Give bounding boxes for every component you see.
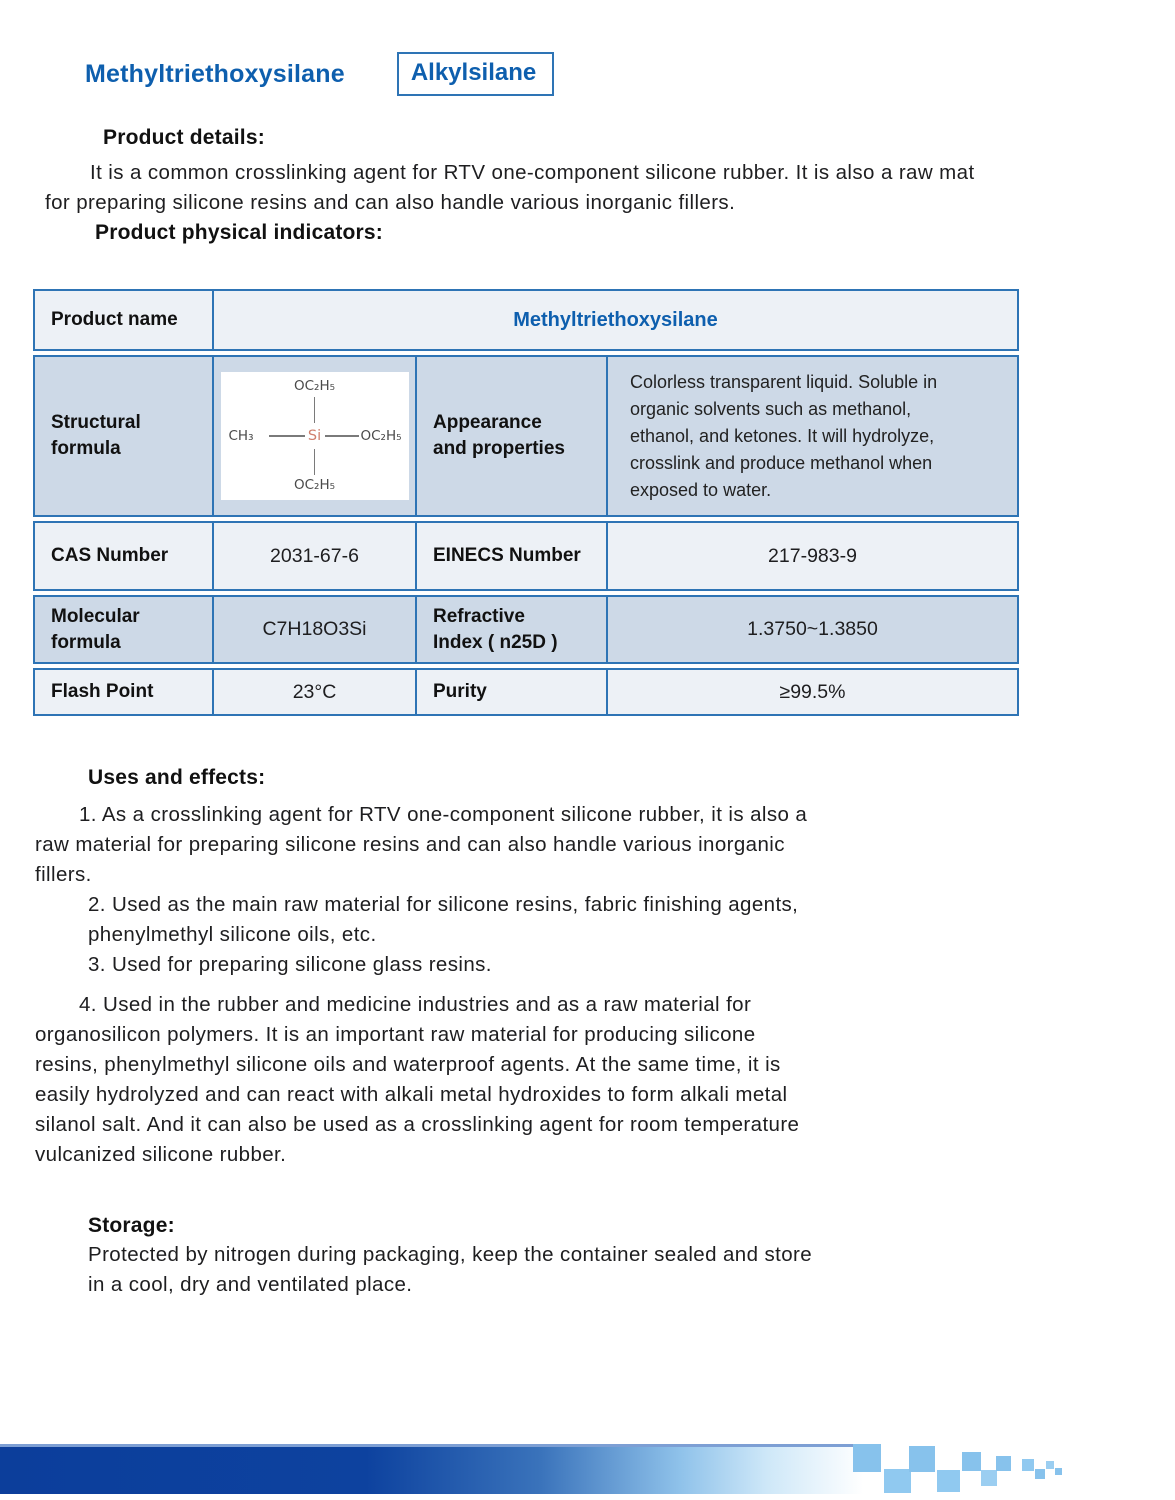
header: Methyltriethoxysilane Alkylsilane (0, 0, 1175, 96)
einecs-number-label: EINECS Number (433, 545, 581, 566)
flash-label-cell: Flash Point (35, 670, 214, 714)
structural-formula-diagram: OC₂H₅ CH₃ Si OC₂H₅ OC₂H₅ (220, 372, 409, 500)
methyl-group: CH₃ (228, 428, 254, 444)
table-row-structural: Structural formula OC₂H₅ CH₃ Si OC₂H₅ OC₂… (33, 355, 1019, 517)
refractive-value-cell: 1.3750~1.3850 (608, 597, 1017, 662)
category-tag[interactable]: Alkylsilane (396, 52, 555, 96)
purity-value-cell: ≥99.5% (608, 670, 1017, 714)
table-row-molecular: Molecular formula C7H18O3Si Refractive Ind… (33, 595, 1019, 664)
appearance-value-cell: Colorless transparent liquid. Soluble in… (608, 357, 1017, 515)
bond-right (324, 435, 359, 437)
appearance-label: Appearance and properties (433, 412, 565, 459)
einecs-value-cell: 217-983-9 (608, 523, 1017, 589)
flash-point-label: Flash Point (51, 681, 154, 702)
physical-indicators-table: Product name Methyltriethoxysilane Struc… (33, 289, 1019, 716)
cas-label-cell: CAS Number (35, 523, 214, 589)
ethoxy-group-top: OC₂H₅ (293, 378, 336, 394)
appearance-label-cell: Appearance and properties (417, 357, 608, 515)
pixel-square (1035, 1469, 1045, 1479)
bond-left (268, 435, 305, 437)
refractive-index-label: Refractive Index ( n25D ) (433, 605, 558, 653)
bond-bottom (313, 449, 315, 475)
pixel-square (937, 1470, 960, 1492)
table-row-product-name: Product name Methyltriethoxysilane (33, 289, 1019, 351)
storage-heading: Storage: (88, 1214, 175, 1237)
molecular-value-cell: C7H18O3Si (214, 597, 417, 662)
pixel-square (1055, 1468, 1062, 1475)
einecs-number-value: 217-983-9 (768, 544, 857, 567)
uses-effects-list: 1. As a crosslinking agent for RTV one-c… (0, 800, 1175, 1170)
structural-formula-cell: OC₂H₅ CH₃ Si OC₂H₅ OC₂H₅ (214, 357, 417, 515)
uses-item-2: 2. Used as the main raw material for sil… (88, 893, 799, 946)
storage-text: Protected by nitrogen during packaging, … (88, 1243, 813, 1296)
purity-value: ≥99.5% (779, 680, 846, 703)
purity-label-cell: Purity (417, 670, 608, 714)
structural-formula-label: Structural formula (51, 412, 141, 459)
silicon-atom: Si (307, 428, 322, 444)
physical-indicators-heading: Product physical indicators: (95, 221, 383, 244)
ethoxy-group-right: OC₂H₅ (360, 428, 402, 444)
molecular-formula-label: Molecular formula (51, 605, 140, 653)
purity-label: Purity (433, 681, 487, 702)
pixel-square (1046, 1461, 1054, 1469)
molecular-label-cell: Molecular formula (35, 597, 214, 662)
product-name-label-cell: Product name (35, 291, 214, 349)
ethoxy-group-bottom: OC₂H₅ (293, 477, 336, 493)
pixel-square (853, 1444, 881, 1472)
refractive-index-value: 1.3750~1.3850 (747, 618, 878, 640)
page-title: Methyltriethoxysilane (85, 59, 345, 88)
flash-point-value: 23°C (292, 680, 337, 703)
table-row-flash: Flash Point 23°C Purity ≥99.5% (33, 668, 1019, 716)
product-details-text: It is a common crosslinking agent for RT… (45, 161, 975, 214)
pixel-square (909, 1446, 935, 1472)
uses-item-1: 1. As a crosslinking agent for RTV one-c… (35, 803, 808, 886)
molecular-formula-value: C7H18O3Si (262, 618, 367, 640)
product-details-heading: Product details: (103, 126, 265, 149)
appearance-value: Colorless transparent liquid. Soluble in… (630, 371, 938, 500)
einecs-label-cell: EINECS Number (417, 523, 608, 589)
product-name-value-cell: Methyltriethoxysilane (214, 291, 1017, 349)
uses-item-4: 4. Used in the rubber and medicine indus… (35, 993, 800, 1166)
cas-number-value: 2031-67-6 (270, 544, 359, 567)
cas-number-label: CAS Number (51, 545, 169, 566)
cas-value-cell: 2031-67-6 (214, 523, 417, 589)
refractive-label-cell: Refractive Index ( n25D ) (417, 597, 608, 662)
flash-value-cell: 23°C (214, 670, 417, 714)
uses-effects-heading: Uses and effects: (88, 766, 266, 789)
footer-gradient-bar (0, 1444, 872, 1494)
pixel-square (996, 1456, 1011, 1471)
bond-top (313, 397, 315, 423)
pixel-square (1022, 1459, 1034, 1471)
pixel-square (981, 1470, 997, 1486)
pixel-square (884, 1469, 911, 1493)
product-name-value: Methyltriethoxysilane (513, 308, 718, 331)
structural-label-cell: Structural formula (35, 357, 214, 515)
table-row-cas: CAS Number 2031-67-6 EINECS Number 217-9… (33, 521, 1019, 591)
product-name-label: Product name (51, 309, 178, 330)
uses-item-3: 3. Used for preparing silicone glass res… (88, 953, 492, 976)
pixel-square (962, 1452, 981, 1471)
